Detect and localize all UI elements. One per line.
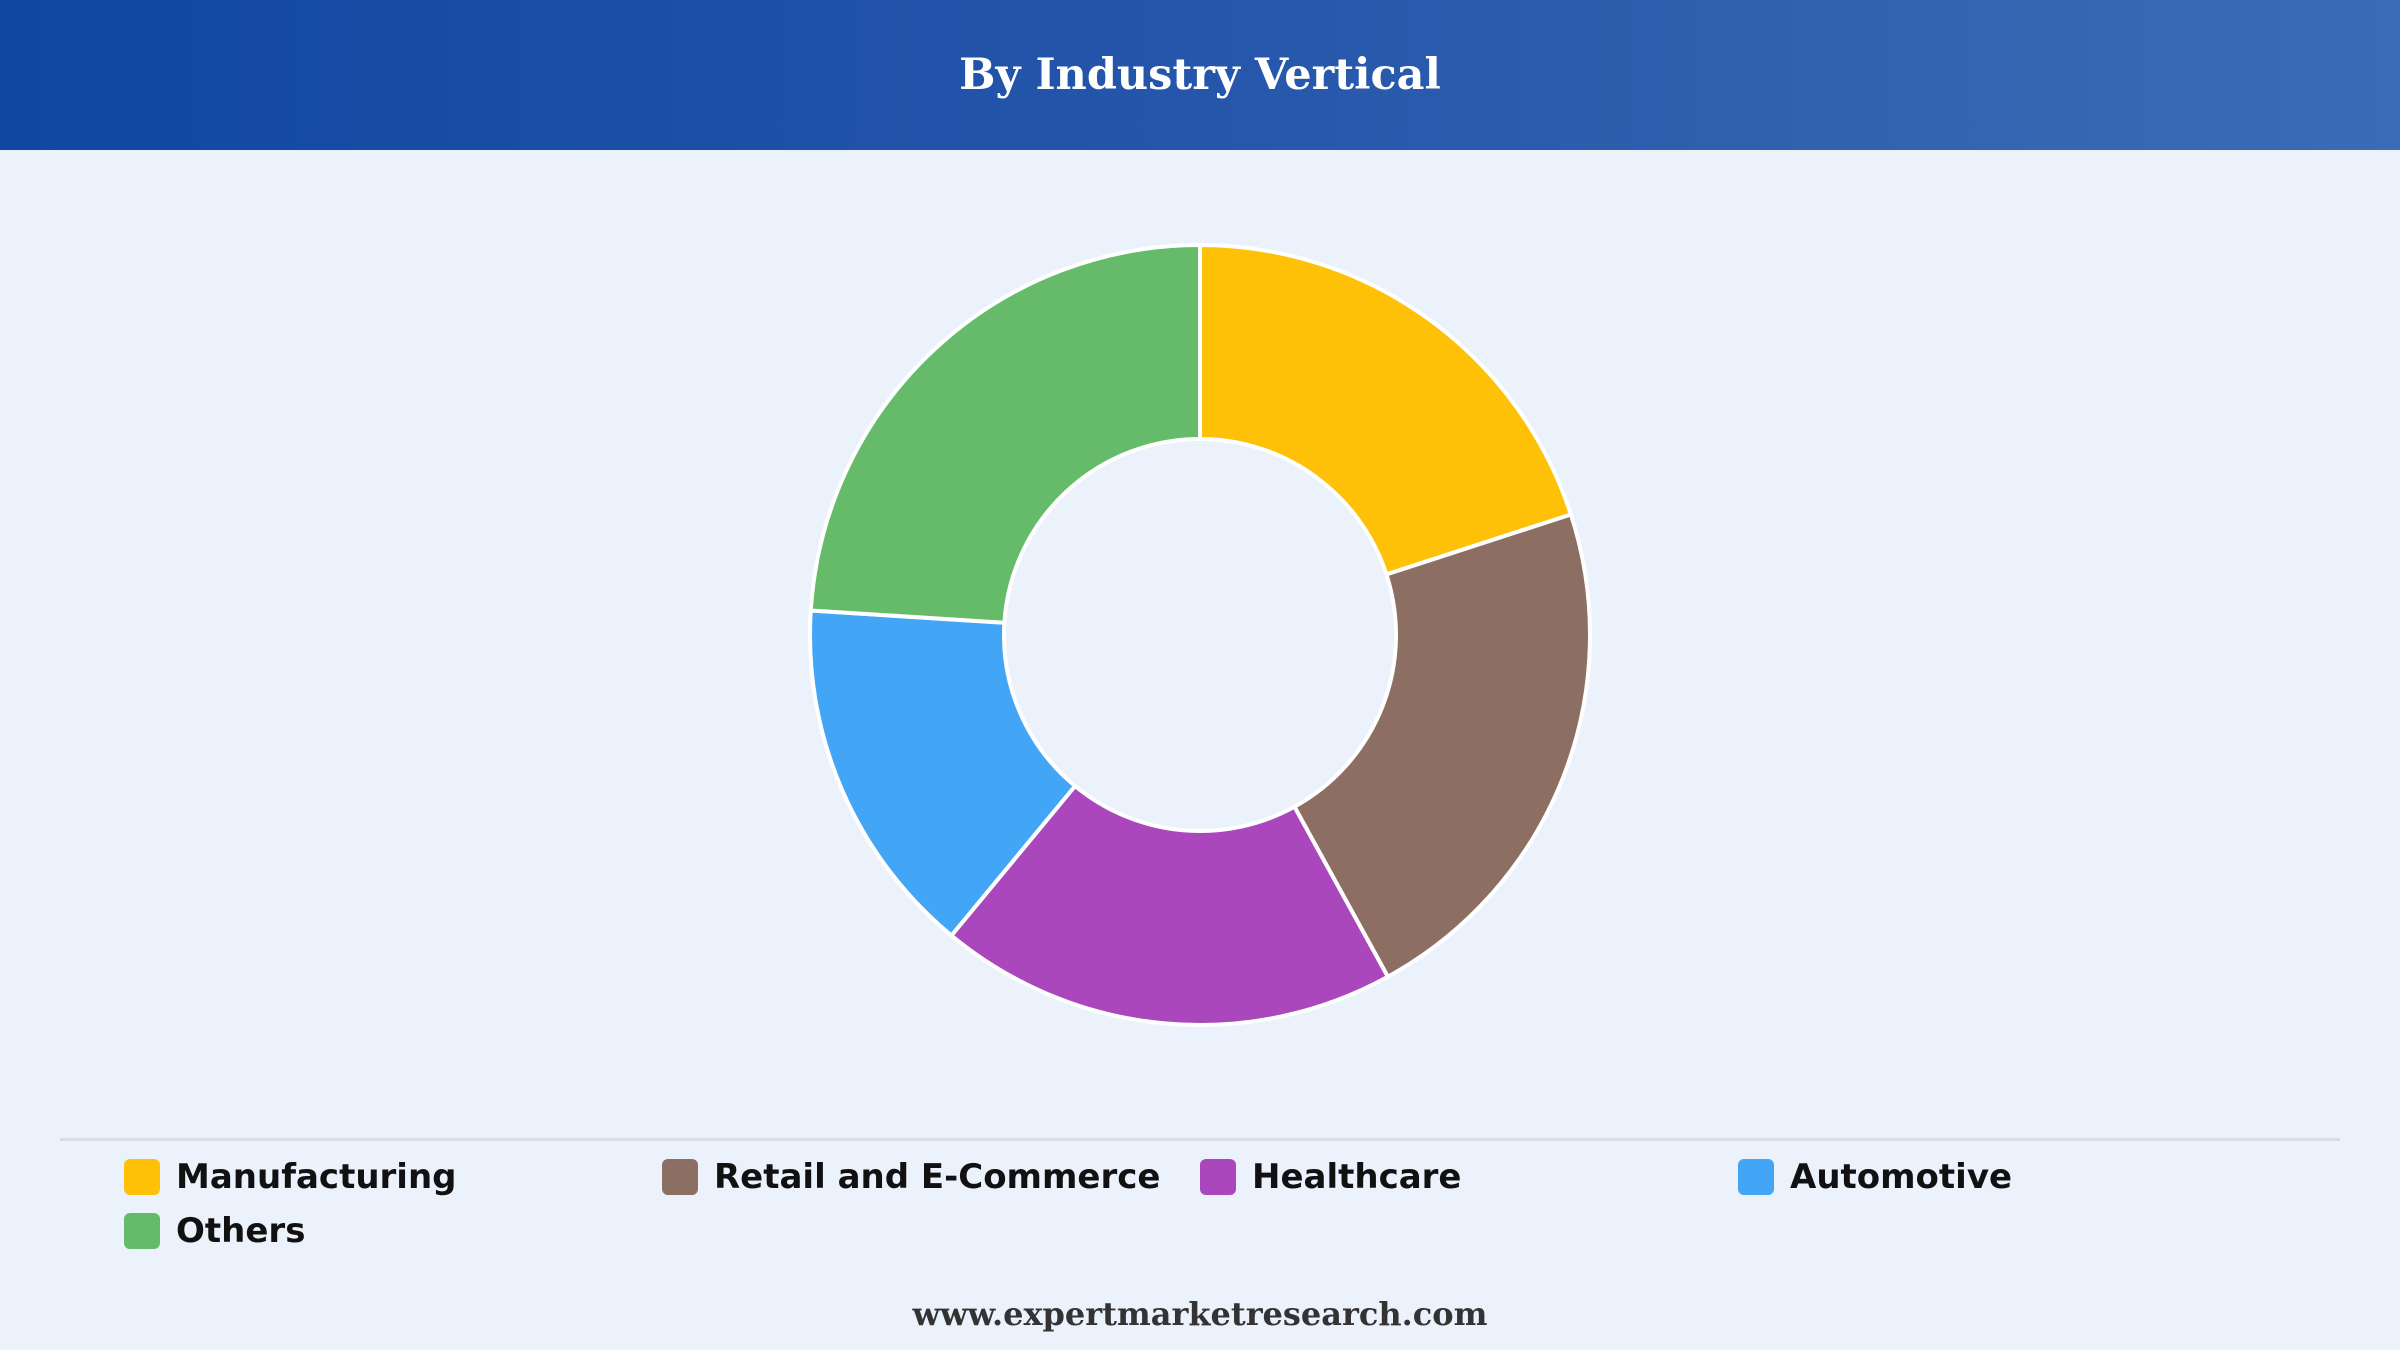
legend-label: Others [176, 1211, 306, 1251]
legend-item-manufacturing: Manufacturing [124, 1150, 457, 1204]
source-url: www.expertmarketresearch.com [912, 1295, 1488, 1333]
legend-item-others: Others [124, 1204, 305, 1258]
legend-label: Retail and E-Commerce [714, 1157, 1161, 1197]
legend-swatch [124, 1159, 160, 1195]
legend-divider [60, 1138, 2340, 1141]
legend-item-healthcare: Healthcare [1200, 1150, 1462, 1204]
legend-item-automotive: Automotive [1738, 1150, 2012, 1204]
legend-swatch [1200, 1159, 1236, 1195]
legend-swatch [124, 1213, 160, 1249]
chart-legend: Manufacturing Retail and E-Commerce Health… [124, 1150, 2324, 1260]
donut-slices [808, 243, 1592, 1027]
legend-label: Manufacturing [176, 1157, 457, 1197]
legend-swatch [662, 1159, 698, 1195]
chart-area [0, 150, 2400, 1140]
donut-slice-others [808, 243, 1202, 625]
legend-item-retail-and-e-commerce: Retail and E-Commerce [662, 1150, 1160, 1204]
header-bar: By Industry Vertical [0, 0, 2400, 150]
legend-label: Automotive [1790, 1157, 2013, 1197]
donut-chart [808, 243, 1592, 1027]
donut-slice-healthcare [949, 784, 1390, 1027]
donut-slice-automotive [808, 608, 1078, 938]
legend-label: Healthcare [1252, 1157, 1462, 1197]
chart-title: By Industry Vertical [959, 50, 1441, 100]
donut-slice-manufacturing [1198, 243, 1573, 577]
legend-swatch [1738, 1159, 1774, 1195]
donut-slice-retail-and-e-commerce [1292, 512, 1592, 979]
